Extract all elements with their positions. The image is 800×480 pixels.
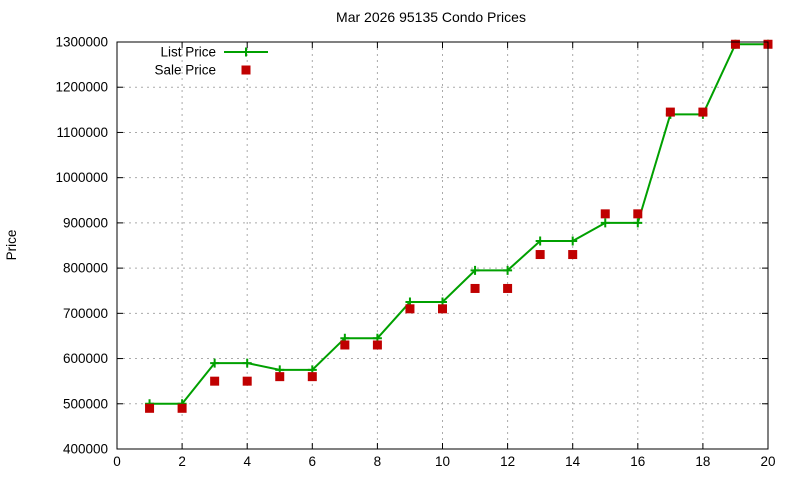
sale-price-marker [210, 376, 220, 386]
chart-title: Mar 2026 95135 Condo Prices [336, 9, 526, 25]
list-price-marker [242, 358, 252, 368]
y-tick-label: 400000 [63, 442, 108, 457]
list-price-marker [470, 265, 480, 275]
sale-price-marker [372, 340, 382, 350]
x-tick-label: 18 [695, 454, 710, 469]
list-price-line [149, 43, 768, 405]
y-tick-label: 1100000 [56, 125, 108, 140]
legend-plus-marker [241, 47, 251, 57]
y-tick-label: 600000 [63, 351, 108, 366]
x-tick-label: 4 [243, 454, 251, 469]
y-tick-label: 700000 [63, 306, 108, 321]
legend-square-marker [241, 65, 251, 75]
sale-price-marker [275, 372, 285, 382]
sale-price-marker [177, 403, 187, 413]
series-sale-price [145, 39, 773, 413]
x-tick-label: 10 [435, 454, 450, 469]
x-tick-label: 16 [630, 454, 645, 469]
sale-price-marker [600, 209, 610, 219]
list-price-marker [535, 236, 545, 246]
x-tick-label: 0 [113, 454, 121, 469]
sale-price-marker [730, 39, 740, 49]
sale-price-marker [470, 283, 480, 293]
sale-price-marker [503, 283, 513, 293]
y-axis-label: Price [4, 230, 19, 261]
sale-price-marker [145, 403, 155, 413]
sale-price-marker [242, 376, 252, 386]
y-tick-label: 1300000 [55, 35, 108, 50]
list-price-marker [633, 218, 643, 228]
sale-price-marker [633, 209, 643, 219]
x-tick-label: 6 [309, 454, 317, 469]
list-price-marker [210, 358, 220, 368]
sale-price-marker [665, 107, 675, 117]
y-tick-label: 1000000 [55, 170, 108, 185]
sale-price-marker [438, 304, 447, 314]
legend-label-list-price: List Price [160, 45, 216, 60]
series-list-price [145, 39, 773, 409]
series-layer [145, 39, 773, 413]
sale-price-marker [340, 340, 350, 350]
list-price-marker [568, 236, 578, 246]
x-tick-label: 8 [374, 454, 382, 469]
y-tick-label: 500000 [63, 396, 108, 411]
y-tick-label: 800000 [63, 261, 108, 276]
x-tick-label: 2 [178, 454, 186, 469]
y-tick-label: 1200000 [55, 80, 108, 95]
axis-layer: 0 2 4 6 8 10 12 14 16 18 20 400000 500000 600000 70000… [55, 35, 775, 470]
x-tick-label: 14 [565, 454, 581, 469]
sale-price-marker [568, 250, 578, 260]
sale-price-marker [405, 304, 415, 314]
list-price-marker [503, 265, 513, 275]
sale-price-marker [698, 107, 708, 117]
list-price-marker [600, 218, 610, 228]
sale-price-marker [307, 372, 317, 382]
sale-price-marker [535, 250, 545, 260]
legend: List Price Sale Price [154, 45, 268, 78]
y-tick-label: 900000 [63, 215, 108, 230]
x-tick-label: 20 [760, 454, 775, 469]
legend-label-sale-price: Sale Price [154, 63, 216, 78]
x-tick-label: 12 [500, 454, 515, 469]
grid-layer [117, 42, 768, 449]
